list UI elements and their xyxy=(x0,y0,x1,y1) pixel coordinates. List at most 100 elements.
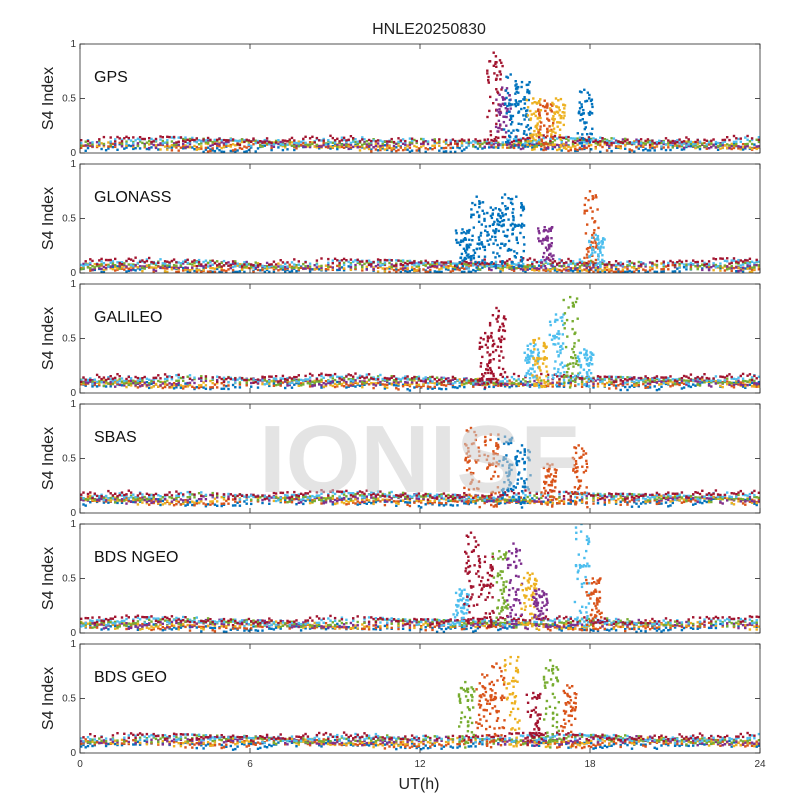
data-point xyxy=(204,146,208,150)
data-point xyxy=(531,142,534,146)
data-point xyxy=(98,375,101,379)
data-point xyxy=(596,270,600,273)
data-point xyxy=(560,149,563,152)
data-point xyxy=(284,262,287,265)
data-point xyxy=(134,147,137,150)
data-point xyxy=(376,149,380,152)
data-point xyxy=(703,379,706,382)
data-point xyxy=(84,383,87,386)
burst-point xyxy=(498,104,501,107)
data-point xyxy=(735,378,738,381)
data-point xyxy=(395,270,398,273)
data-point xyxy=(268,263,271,266)
data-point xyxy=(651,262,654,265)
data-point xyxy=(392,146,396,149)
data-point xyxy=(240,377,244,380)
data-point xyxy=(202,260,205,264)
data-point xyxy=(211,259,214,262)
data-point xyxy=(558,258,561,261)
burst-point xyxy=(518,100,521,103)
burst-point xyxy=(496,220,500,223)
burst-point xyxy=(525,83,528,87)
burst-point xyxy=(463,237,467,240)
data-point xyxy=(488,267,491,270)
data-point xyxy=(662,379,665,382)
data-point xyxy=(376,263,380,266)
data-point xyxy=(413,260,416,263)
data-point xyxy=(159,135,162,138)
data-point xyxy=(628,262,631,266)
burst-point xyxy=(523,118,526,121)
burst-point xyxy=(460,252,464,256)
data-point xyxy=(571,269,575,273)
burst-point xyxy=(587,198,590,202)
data-point xyxy=(569,137,572,140)
burst-peak xyxy=(532,97,535,100)
data-point xyxy=(410,268,414,271)
data-point xyxy=(157,374,160,377)
data-point xyxy=(352,384,355,387)
data-point xyxy=(469,261,473,265)
data-point xyxy=(673,383,677,386)
data-point xyxy=(93,381,96,385)
data-point xyxy=(193,269,196,273)
data-point xyxy=(177,261,180,264)
data-point xyxy=(633,382,636,385)
data-point xyxy=(209,387,212,391)
data-point xyxy=(494,382,498,386)
data-point xyxy=(687,263,690,266)
data-point xyxy=(182,139,185,143)
data-point xyxy=(229,145,232,148)
panel-label: GPS xyxy=(94,69,128,86)
data-point xyxy=(370,148,373,151)
data-point xyxy=(415,265,418,268)
data-point xyxy=(517,144,520,147)
data-point xyxy=(644,377,647,380)
data-point xyxy=(630,376,634,380)
data-point xyxy=(469,264,473,267)
data-point xyxy=(209,261,212,264)
burst-point xyxy=(538,231,541,235)
data-point xyxy=(510,140,514,144)
data-point xyxy=(580,379,584,382)
data-point xyxy=(680,143,684,146)
data-point xyxy=(392,268,396,272)
data-point xyxy=(127,136,130,140)
data-point xyxy=(628,148,631,151)
burst-point xyxy=(539,98,542,101)
data-point xyxy=(361,386,364,389)
data-point xyxy=(118,261,121,265)
burst-point xyxy=(588,93,591,97)
data-point xyxy=(685,266,688,269)
burst-point xyxy=(530,136,533,139)
data-point xyxy=(626,141,629,145)
data-point xyxy=(488,141,491,144)
data-point xyxy=(211,147,214,150)
data-point xyxy=(451,146,455,149)
burst-point xyxy=(511,214,515,218)
data-point xyxy=(195,148,198,151)
data-point xyxy=(712,378,715,381)
data-point xyxy=(299,266,303,269)
data-point xyxy=(424,147,427,150)
data-point xyxy=(497,382,500,385)
data-point xyxy=(342,385,346,388)
burst-point xyxy=(551,124,554,127)
data-point xyxy=(202,381,205,384)
data-point xyxy=(225,140,228,144)
data-point xyxy=(340,259,344,262)
data-point xyxy=(492,143,495,146)
data-point xyxy=(517,140,520,143)
data-point xyxy=(338,268,341,272)
burst-point xyxy=(588,255,591,258)
data-point xyxy=(651,144,654,147)
data-point xyxy=(331,136,334,140)
data-point xyxy=(290,378,294,382)
burst-point xyxy=(580,105,583,109)
data-point xyxy=(91,143,94,146)
burst-point xyxy=(510,131,513,135)
burst-point xyxy=(589,132,592,135)
data-point xyxy=(444,268,448,271)
data-point xyxy=(460,380,464,383)
data-point xyxy=(361,382,364,386)
